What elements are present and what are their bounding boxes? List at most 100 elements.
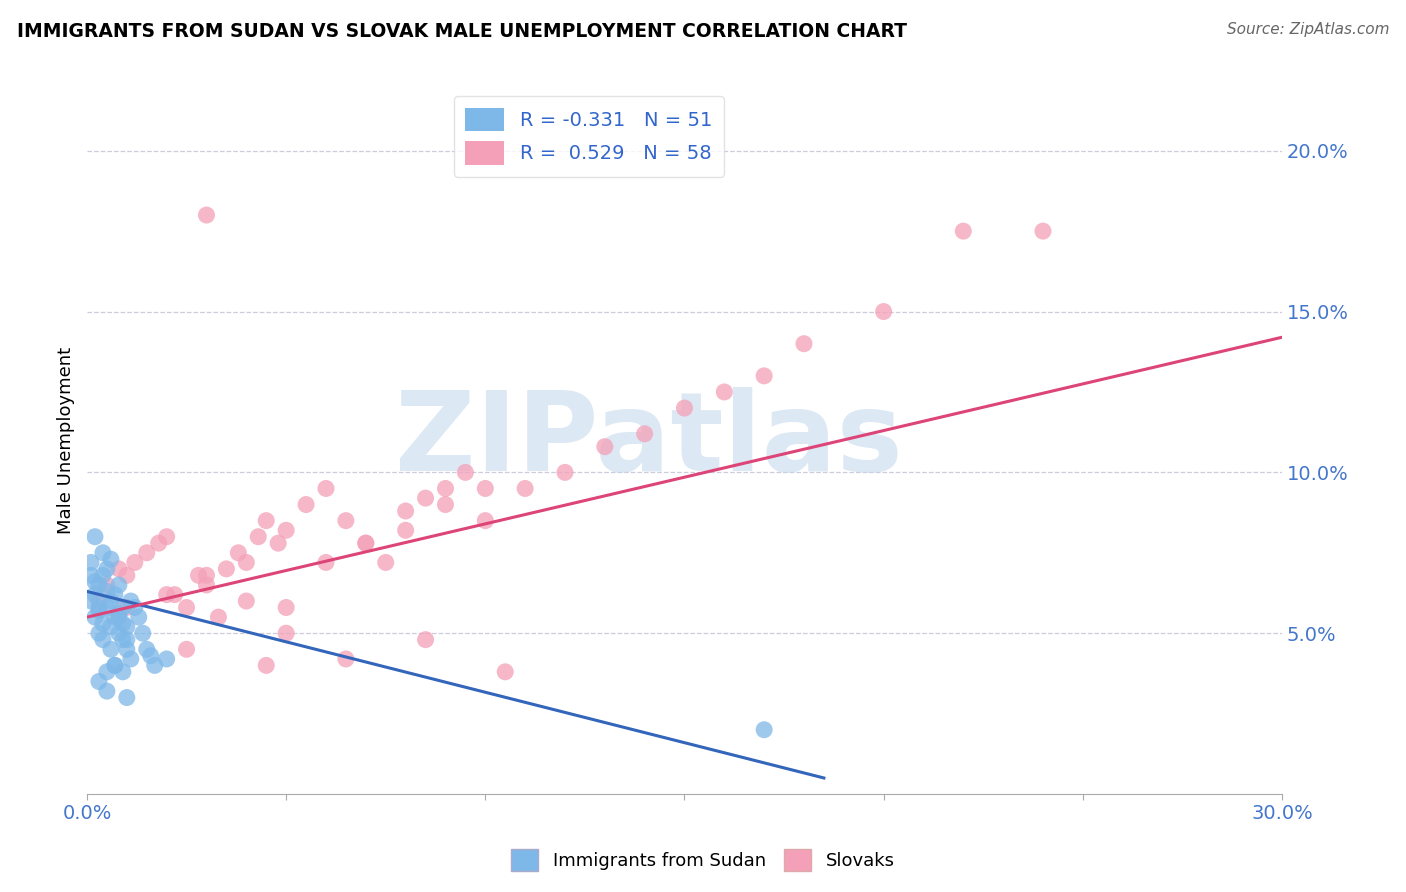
Point [276,523,298,537]
Point [104,658,127,673]
Point [195,208,218,222]
Point [100,620,122,634]
Text: Source: ZipAtlas.com: Source: ZipAtlas.com [1226,22,1389,37]
Point [354,536,377,550]
Point [104,610,127,624]
Point [673,401,696,415]
Point [633,426,655,441]
Point [593,440,616,454]
Point [132,626,155,640]
Point [494,665,516,679]
Point [96,600,118,615]
Point [91,632,114,647]
Point [96,665,118,679]
Point [104,588,127,602]
Point [84,530,107,544]
Point [87,604,110,618]
Point [139,648,162,663]
Point [111,600,134,615]
Point [87,578,110,592]
Point [195,568,218,582]
Point [176,600,198,615]
Point [104,658,127,673]
Point [952,224,974,238]
Point [124,600,146,615]
Point [415,632,437,647]
Point [207,610,229,624]
Point [415,491,437,505]
Point [235,594,257,608]
Point [143,658,166,673]
Point [1032,224,1054,238]
Point [91,568,114,582]
Point [315,482,337,496]
Point [135,546,157,560]
Point [108,626,131,640]
Point [247,530,270,544]
Point [474,482,496,496]
Point [84,588,107,602]
Point [87,594,110,608]
Point [228,546,250,560]
Point [295,498,318,512]
Point [335,652,357,666]
Point [793,336,815,351]
Point [96,684,118,698]
Point [128,610,150,624]
Point [752,368,775,383]
Point [96,584,118,599]
Point [163,588,186,602]
Point [315,556,337,570]
Point [235,556,257,570]
Point [176,642,198,657]
Text: ZIPatlas: ZIPatlas [395,387,903,493]
Point [80,568,103,582]
Point [100,552,122,566]
Point [91,546,114,560]
Point [115,642,138,657]
Point [84,574,107,589]
Point [454,466,477,480]
Point [335,514,357,528]
Point [434,482,457,496]
Point [276,600,298,615]
Point [84,610,107,624]
Point [474,514,496,528]
Point [254,514,277,528]
Point [395,523,418,537]
Y-axis label: Male Unemployment: Male Unemployment [58,347,75,533]
Point [354,536,377,550]
Point [111,632,134,647]
Point [395,504,418,518]
Point [276,626,298,640]
Point [515,482,537,496]
Point [195,578,218,592]
Point [148,536,170,550]
Point [120,652,142,666]
Point [91,616,114,631]
Point [80,556,103,570]
Point [374,556,396,570]
Point [434,498,457,512]
Point [115,568,138,582]
Point [100,594,122,608]
Point [254,658,277,673]
Legend: R = -0.331   N = 51, R =  0.529   N = 58: R = -0.331 N = 51, R = 0.529 N = 58 [454,96,724,177]
Point [115,620,138,634]
Point [156,588,179,602]
Point [108,562,131,576]
Point [108,578,131,592]
Point [120,594,142,608]
Point [87,600,110,615]
Point [215,562,238,576]
Point [187,568,209,582]
Point [80,594,103,608]
Point [111,665,134,679]
Point [872,304,894,318]
Point [156,530,179,544]
Point [156,652,179,666]
Legend: Immigrants from Sudan, Slovaks: Immigrants from Sudan, Slovaks [505,842,901,879]
Point [111,616,134,631]
Point [115,690,138,705]
Point [108,607,131,621]
